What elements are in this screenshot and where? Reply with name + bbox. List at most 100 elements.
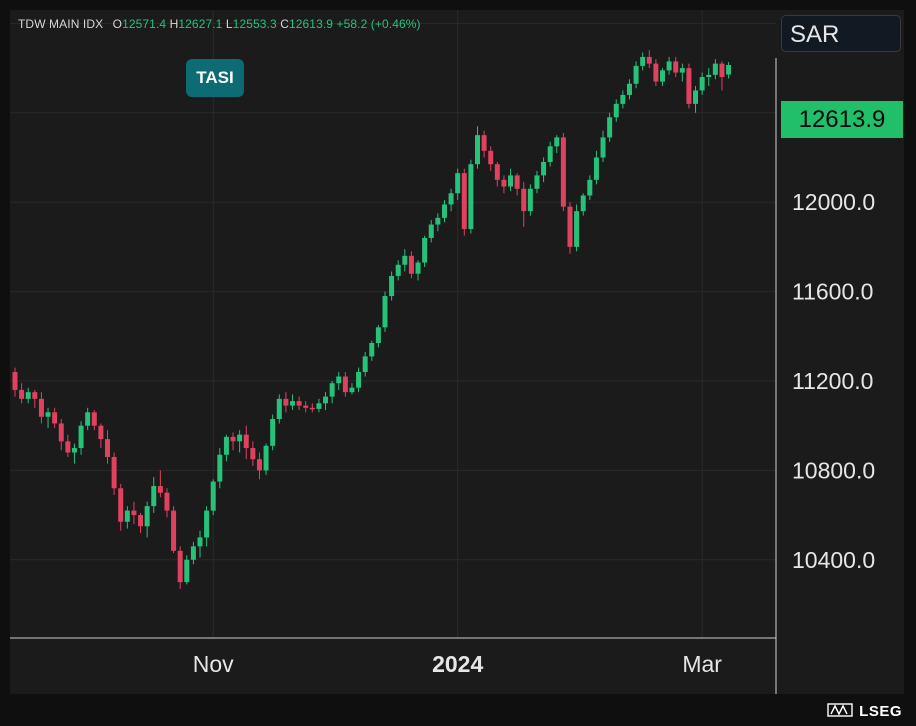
candle-body <box>481 135 487 151</box>
candle-body <box>303 405 309 408</box>
candle-body <box>290 401 295 406</box>
candle-body <box>250 448 256 460</box>
low-label: L <box>225 17 233 31</box>
candle-body <box>45 412 51 417</box>
candle-body <box>190 546 196 560</box>
candle-body <box>323 396 329 404</box>
candle-body <box>428 224 434 238</box>
candle-body <box>230 436 236 442</box>
candle-body <box>706 74 712 78</box>
candle-body <box>237 434 243 442</box>
candle-body <box>607 117 613 138</box>
candlestick-chart[interactable]: 10400.010800.011200.011600.012000.012400… <box>10 10 904 694</box>
candle-body <box>580 195 586 212</box>
candle-body <box>58 423 64 442</box>
candle-body <box>19 389 25 399</box>
candle-body <box>38 398 44 417</box>
candle-body <box>468 164 474 230</box>
close-value: 12613.9 <box>288 17 334 31</box>
candle-body <box>574 211 580 247</box>
candle-body <box>455 173 461 194</box>
candle-body <box>660 70 665 82</box>
candle-body <box>633 65 639 84</box>
candle-body <box>600 137 606 158</box>
candle-body <box>362 356 368 373</box>
candle-body <box>514 175 520 189</box>
candle-body <box>527 188 533 212</box>
candle-body <box>461 173 467 230</box>
candle-body <box>52 412 58 424</box>
candle-body <box>25 392 31 399</box>
ohlc-legend: TDW MAIN IDX O12571.4 H12627.1 L12553.3 … <box>18 17 421 31</box>
symbol-name: TDW MAIN IDX <box>18 17 104 31</box>
candle-body <box>508 175 514 187</box>
candle-body <box>217 454 223 482</box>
candle-body <box>626 83 632 95</box>
candle-body <box>415 262 421 274</box>
lseg-brand: LSEG <box>859 702 902 720</box>
candle-body <box>111 456 117 489</box>
candle-body <box>65 441 71 453</box>
candle-body <box>131 510 137 516</box>
candle-body <box>197 537 203 547</box>
candle-body <box>534 175 540 189</box>
candle-body <box>105 439 110 457</box>
index-badge[interactable]: TASI <box>186 59 244 97</box>
candle-body <box>12 372 18 390</box>
lseg-mark-icon <box>827 702 853 722</box>
candle-body <box>204 510 210 538</box>
candle-body <box>256 459 262 471</box>
high-value: 12627.1 <box>178 17 223 31</box>
y-tick-label: 10400.0 <box>792 547 875 573</box>
candle-body <box>567 206 573 247</box>
candle-body <box>71 448 77 453</box>
close-label: C <box>280 17 289 31</box>
candle-body <box>712 63 718 75</box>
candle-body <box>640 56 646 66</box>
candle-body <box>124 510 130 522</box>
candle-body <box>98 425 104 440</box>
candle-body <box>402 255 408 265</box>
candle-body <box>223 436 229 455</box>
candle-body <box>541 161 547 176</box>
candle-body <box>666 61 672 71</box>
candle-body <box>283 398 289 406</box>
candle-body <box>422 237 428 263</box>
candle-body <box>593 157 599 180</box>
candle-body <box>554 137 560 147</box>
candle-body <box>369 342 375 357</box>
candle-body <box>408 255 414 274</box>
high-label: H <box>169 17 179 31</box>
candle-body <box>296 401 302 406</box>
candle-body <box>316 403 322 409</box>
candle-body <box>726 65 732 75</box>
candle-body <box>448 193 454 205</box>
candle-body <box>613 103 619 118</box>
candle-body <box>171 510 177 551</box>
candle-body <box>138 515 144 527</box>
lseg-logo: LSEG <box>827 702 902 722</box>
candle-body <box>329 383 335 397</box>
candle-body <box>243 434 249 449</box>
candle-body <box>177 550 183 583</box>
candle-body <box>441 204 447 218</box>
candle-body <box>395 264 401 276</box>
candle-body <box>488 150 494 165</box>
x-tick-label: Nov <box>193 651 234 677</box>
candle-body <box>699 77 705 91</box>
candle-body <box>501 179 507 187</box>
open-value: 12571.4 <box>122 17 167 31</box>
candle-body <box>85 412 91 426</box>
candle-body <box>587 179 593 196</box>
chart-panel: 10400.010800.011200.011600.012000.012400… <box>10 10 904 694</box>
candle-body <box>151 486 157 507</box>
candle-body <box>653 63 659 82</box>
candle-body <box>521 188 527 212</box>
candle-body <box>620 94 626 104</box>
candle-body <box>375 327 381 343</box>
open-label: O <box>112 17 123 31</box>
candle-body <box>475 135 480 165</box>
y-tick-label: 11600.0 <box>792 279 873 305</box>
candle-body <box>646 56 652 64</box>
candle-body <box>679 68 685 73</box>
